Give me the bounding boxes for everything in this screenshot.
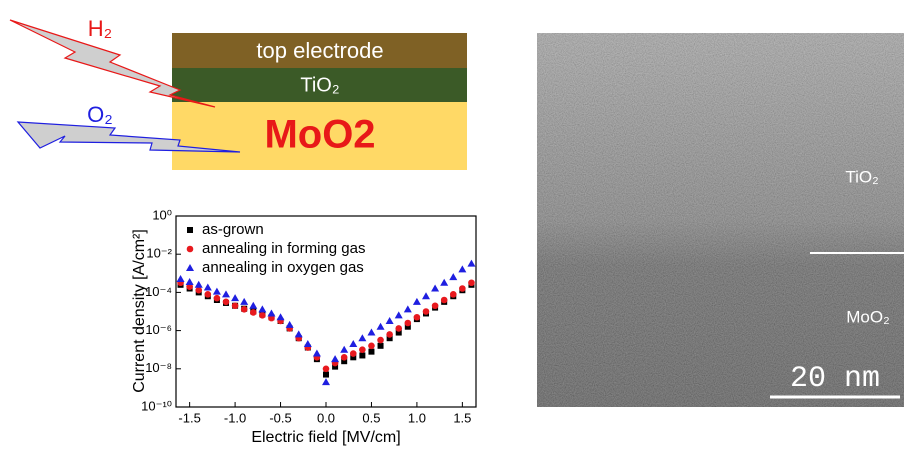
marker: [195, 287, 202, 294]
marker: [414, 314, 421, 321]
marker: [386, 331, 393, 338]
legend-label: annealing in oxygen gas: [202, 259, 364, 276]
x-tick-label: 0.0: [317, 410, 335, 425]
marker: [340, 346, 348, 353]
layer-label: top electrode: [256, 38, 383, 63]
y-tick-label: 10⁻¹⁰: [141, 398, 172, 413]
marker: [413, 298, 421, 305]
marker: [286, 321, 294, 328]
x-tick-label: 1.5: [453, 410, 471, 425]
marker: [322, 378, 330, 385]
marker: [323, 372, 329, 378]
figure: top electrode TiO₂ MoO2 H₂ O₂ TiO₂ MoO₂ …: [0, 0, 904, 449]
legend-marker: [187, 227, 193, 233]
marker: [214, 295, 221, 302]
marker: [277, 313, 285, 320]
marker: [423, 308, 430, 315]
marker: [204, 284, 212, 291]
marker: [250, 309, 257, 316]
marker: [458, 265, 466, 272]
x-tick-label: -1.5: [178, 410, 200, 425]
marker: [440, 279, 448, 286]
legend-label: as-grown: [202, 221, 264, 238]
y-tick-label: 10⁻⁶: [145, 322, 172, 337]
scale-bar-label: 20 nm: [790, 362, 880, 396]
y-tick-label: 10⁰: [152, 207, 172, 222]
tem-grain: [537, 33, 904, 407]
marker: [395, 311, 403, 318]
marker: [359, 352, 365, 358]
marker: [267, 309, 275, 316]
marker: [395, 325, 402, 332]
marker: [450, 291, 457, 298]
marker: [449, 273, 457, 280]
marker: [358, 334, 366, 341]
marker: [331, 355, 339, 362]
marker: [467, 260, 475, 267]
y-tick-label: 10⁻⁸: [145, 360, 172, 375]
marker: [341, 354, 348, 361]
marker: [240, 298, 248, 305]
marker: [468, 279, 475, 286]
x-tick-label: -1.0: [224, 410, 246, 425]
marker: [431, 285, 439, 292]
marker: [231, 294, 239, 301]
marker: [241, 306, 248, 313]
marker: [349, 340, 357, 347]
legend-marker: [187, 246, 194, 253]
marker: [441, 297, 448, 304]
marker: [177, 275, 185, 282]
marker: [404, 305, 412, 312]
marker: [195, 281, 203, 288]
image-label: MoO₂: [846, 307, 889, 326]
x-tick-label: 1.0: [408, 410, 426, 425]
gas-label: O₂: [87, 102, 113, 127]
marker: [377, 337, 384, 344]
marker: [313, 350, 321, 357]
marker: [232, 302, 239, 309]
marker: [213, 288, 221, 295]
marker: [405, 320, 412, 327]
marker: [223, 299, 230, 306]
marker: [368, 349, 374, 355]
marker: [367, 329, 375, 336]
marker: [386, 317, 394, 324]
marker: [459, 285, 466, 292]
layer-label: TiO₂: [300, 74, 339, 96]
marker: [186, 278, 194, 285]
legend-marker: [186, 264, 194, 271]
marker: [222, 290, 230, 297]
marker: [295, 330, 303, 337]
y-tick-label: 10⁻²: [146, 246, 172, 261]
chart: Electric field [MV/cm] Current density […: [131, 207, 476, 446]
marker: [432, 302, 439, 309]
gas-label: H₂: [88, 16, 112, 41]
x-tick-label: -0.5: [269, 410, 291, 425]
marker: [249, 302, 257, 309]
marker: [350, 350, 357, 357]
marker: [323, 366, 330, 373]
marker: [359, 346, 366, 353]
x-tick-label: 0.5: [362, 410, 380, 425]
marker: [378, 343, 384, 349]
image-label: TiO₂: [845, 167, 878, 186]
marker: [258, 305, 266, 312]
layer-label: MoO2: [264, 113, 375, 157]
marker: [304, 340, 312, 347]
marker: [368, 343, 375, 350]
x-axis-title: Electric field [MV/cm]: [251, 429, 400, 446]
y-tick-label: 10⁻⁴: [145, 284, 172, 299]
marker: [422, 292, 430, 299]
marker: [259, 312, 266, 319]
marker: [377, 323, 385, 330]
legend-label: annealing in forming gas: [202, 240, 365, 257]
marker: [205, 291, 212, 298]
